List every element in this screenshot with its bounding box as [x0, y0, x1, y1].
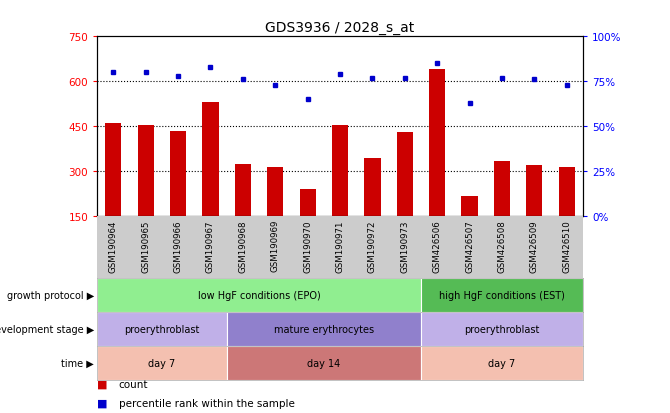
Bar [397, 133, 413, 216]
Bar [332, 125, 348, 216]
Text: day 14: day 14 [308, 358, 340, 368]
Bar [226, 346, 421, 380]
Bar [526, 166, 543, 216]
Title: GDS3936 / 2028_s_at: GDS3936 / 2028_s_at [265, 21, 415, 35]
Text: GSM190970: GSM190970 [303, 220, 312, 272]
Text: proerythroblast: proerythroblast [464, 324, 539, 334]
Text: growth protocol ▶: growth protocol ▶ [7, 290, 94, 300]
Bar [234, 164, 251, 216]
Text: day 7: day 7 [148, 358, 176, 368]
Bar [364, 158, 381, 216]
Text: GSM190966: GSM190966 [174, 220, 183, 272]
Bar [226, 312, 421, 346]
Text: percentile rank within the sample: percentile rank within the sample [119, 398, 294, 408]
Bar [421, 312, 583, 346]
Text: GSM426507: GSM426507 [465, 220, 474, 272]
Bar [97, 312, 226, 346]
Bar [267, 167, 283, 216]
Text: GSM426509: GSM426509 [530, 220, 539, 272]
Text: GSM190965: GSM190965 [141, 220, 150, 272]
Text: count: count [119, 379, 148, 389]
Text: proerythroblast: proerythroblast [124, 324, 200, 334]
Bar [97, 346, 226, 380]
Text: GSM190973: GSM190973 [400, 220, 409, 272]
Bar [429, 70, 446, 216]
Text: low HgF conditions (EPO): low HgF conditions (EPO) [198, 290, 320, 300]
Bar [421, 346, 583, 380]
Text: development stage ▶: development stage ▶ [0, 324, 94, 334]
Text: time ▶: time ▶ [61, 358, 94, 368]
Text: GSM190969: GSM190969 [271, 220, 280, 272]
Bar [299, 190, 316, 216]
Bar [202, 103, 218, 216]
Text: high HgF conditions (EST): high HgF conditions (EST) [439, 290, 565, 300]
Text: GSM190968: GSM190968 [239, 220, 247, 272]
Bar [137, 125, 154, 216]
Text: GSM426506: GSM426506 [433, 220, 442, 272]
Text: mature erythrocytes: mature erythrocytes [274, 324, 374, 334]
Bar [559, 167, 575, 216]
Bar [97, 278, 421, 312]
Text: GSM190967: GSM190967 [206, 220, 215, 272]
Text: ■: ■ [97, 379, 108, 389]
Text: day 7: day 7 [488, 358, 516, 368]
Bar [462, 197, 478, 216]
Text: GSM426508: GSM426508 [497, 220, 507, 272]
Text: GSM190971: GSM190971 [336, 220, 344, 272]
Bar [105, 124, 121, 216]
Text: GSM426510: GSM426510 [562, 220, 572, 272]
Bar [494, 161, 510, 216]
Text: GSM190972: GSM190972 [368, 220, 377, 272]
Text: ■: ■ [97, 398, 108, 408]
Bar [421, 278, 583, 312]
Bar [170, 131, 186, 216]
Text: GSM190964: GSM190964 [109, 220, 118, 272]
